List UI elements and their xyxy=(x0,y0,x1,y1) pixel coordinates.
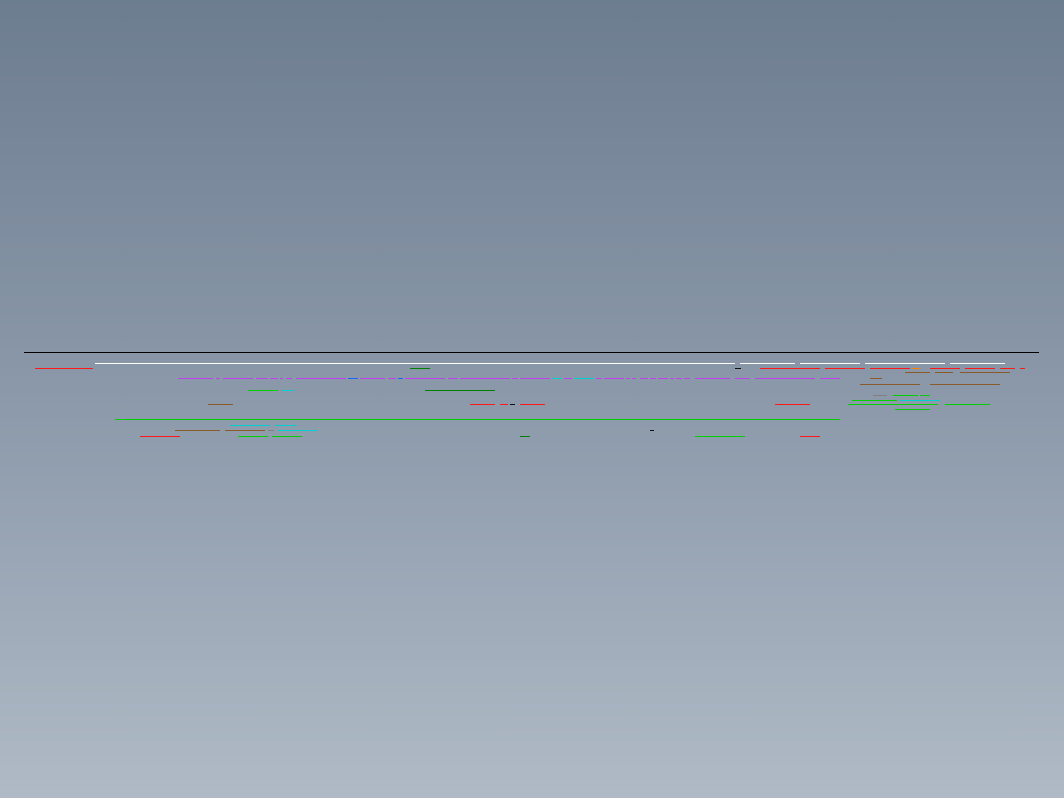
stroke-r13-s1 xyxy=(238,436,268,437)
stroke-r5-s0 xyxy=(248,390,278,391)
horizon-line xyxy=(24,352,1039,353)
stroke-r1-s0 xyxy=(35,368,93,369)
stroke-r8-s5 xyxy=(775,404,810,405)
cad-viewport[interactable] xyxy=(0,0,1064,798)
stroke-r3-s10 xyxy=(388,378,396,379)
stroke-r1-s4 xyxy=(825,368,865,369)
stroke-r3-s31 xyxy=(735,378,750,379)
stroke-r1-s10 xyxy=(1020,368,1025,369)
stroke-r12-s3 xyxy=(278,430,318,431)
stroke-r6-s2 xyxy=(920,395,930,396)
stroke-r3-s17 xyxy=(552,378,562,379)
stroke-r13-s0 xyxy=(140,436,180,437)
stroke-r3-s2 xyxy=(223,378,253,379)
stroke-r0-s1 xyxy=(740,363,795,364)
stroke-r8-s0 xyxy=(208,404,233,405)
stroke-r3-s25 xyxy=(650,378,656,379)
stroke-r3-s3 xyxy=(256,378,268,379)
stroke-r8-s2 xyxy=(500,404,508,405)
stroke-r3-s14 xyxy=(460,378,510,379)
stroke-r2-s0 xyxy=(905,372,930,373)
stroke-r11-s0 xyxy=(230,425,270,426)
stroke-r3-s22 xyxy=(626,378,630,379)
stroke-r3-s27 xyxy=(670,378,674,379)
stroke-r3-s20 xyxy=(596,378,602,379)
stroke-r8-s3 xyxy=(510,404,515,405)
stroke-r13-s4 xyxy=(695,436,745,437)
stroke-r3-s9 xyxy=(360,378,385,379)
stroke-r3-s19 xyxy=(574,378,594,379)
stroke-r3-s32 xyxy=(755,378,815,379)
stroke-r3-s1 xyxy=(216,378,220,379)
stroke-r3-s0 xyxy=(178,378,213,379)
stroke-r12-s2 xyxy=(268,430,274,431)
stroke-r8-s1 xyxy=(470,404,495,405)
stroke-r3-s11 xyxy=(398,378,403,379)
stroke-r8-s7 xyxy=(945,404,990,405)
stroke-r12-s4 xyxy=(650,430,654,431)
stroke-r1-s8 xyxy=(965,368,995,369)
stroke-r2-s1 xyxy=(935,372,953,373)
stroke-r0-s2 xyxy=(800,363,860,364)
stroke-r3-s15 xyxy=(512,378,518,379)
stroke-r13-s2 xyxy=(272,436,302,437)
stroke-r10-s1 xyxy=(170,419,840,420)
stroke-r3-s28 xyxy=(676,378,682,379)
stroke-r6-s0 xyxy=(873,395,887,396)
stroke-r3-s24 xyxy=(640,378,648,379)
stroke-r2-s2 xyxy=(960,372,1010,373)
stroke-r1-s1 xyxy=(410,368,430,369)
stroke-r3-s21 xyxy=(604,378,624,379)
stroke-r0-s3 xyxy=(865,363,945,364)
stroke-r12-s1 xyxy=(225,430,265,431)
stroke-r3-s34 xyxy=(870,378,882,379)
stroke-r0-s0 xyxy=(95,363,735,364)
stroke-r1-s9 xyxy=(1000,368,1015,369)
stroke-r7-s1 xyxy=(900,400,940,401)
stroke-r3-s33 xyxy=(820,378,840,379)
stroke-r6-s1 xyxy=(893,395,918,396)
stroke-r3-s12 xyxy=(405,378,445,379)
stroke-r9-s0 xyxy=(895,409,930,410)
stroke-r5-s1 xyxy=(282,390,294,391)
stroke-r3-s30 xyxy=(695,378,730,379)
stroke-r3-s23 xyxy=(632,378,636,379)
stroke-r3-s16 xyxy=(520,378,550,379)
stroke-r3-s13 xyxy=(448,378,458,379)
stroke-r4-s0 xyxy=(860,384,920,385)
stroke-r3-s5 xyxy=(280,378,283,379)
stroke-r1-s6 xyxy=(912,368,920,369)
stroke-r10-s0 xyxy=(115,419,170,420)
stroke-r3-s8 xyxy=(348,378,358,379)
stroke-r11-s1 xyxy=(275,425,297,426)
stroke-r4-s1 xyxy=(930,384,1000,385)
stroke-r13-s5 xyxy=(800,436,820,437)
stroke-r0-s4 xyxy=(950,363,1005,364)
stroke-r13-s3 xyxy=(520,436,530,437)
stroke-r8-s6 xyxy=(848,404,938,405)
stroke-r1-s5 xyxy=(870,368,910,369)
stroke-r7-s0 xyxy=(852,400,897,401)
stroke-r1-s3 xyxy=(760,368,820,369)
stroke-r3-s4 xyxy=(270,378,278,379)
stroke-r3-s18 xyxy=(564,378,572,379)
stroke-r12-s0 xyxy=(175,430,220,431)
stroke-r8-s4 xyxy=(520,404,545,405)
stroke-r1-s2 xyxy=(735,368,741,369)
stroke-r3-s29 xyxy=(684,378,690,379)
stroke-r3-s6 xyxy=(286,378,292,379)
stroke-r3-s7 xyxy=(296,378,346,379)
stroke-r1-s7 xyxy=(930,368,960,369)
stroke-r3-s26 xyxy=(658,378,668,379)
stroke-r5-s2 xyxy=(425,390,495,391)
